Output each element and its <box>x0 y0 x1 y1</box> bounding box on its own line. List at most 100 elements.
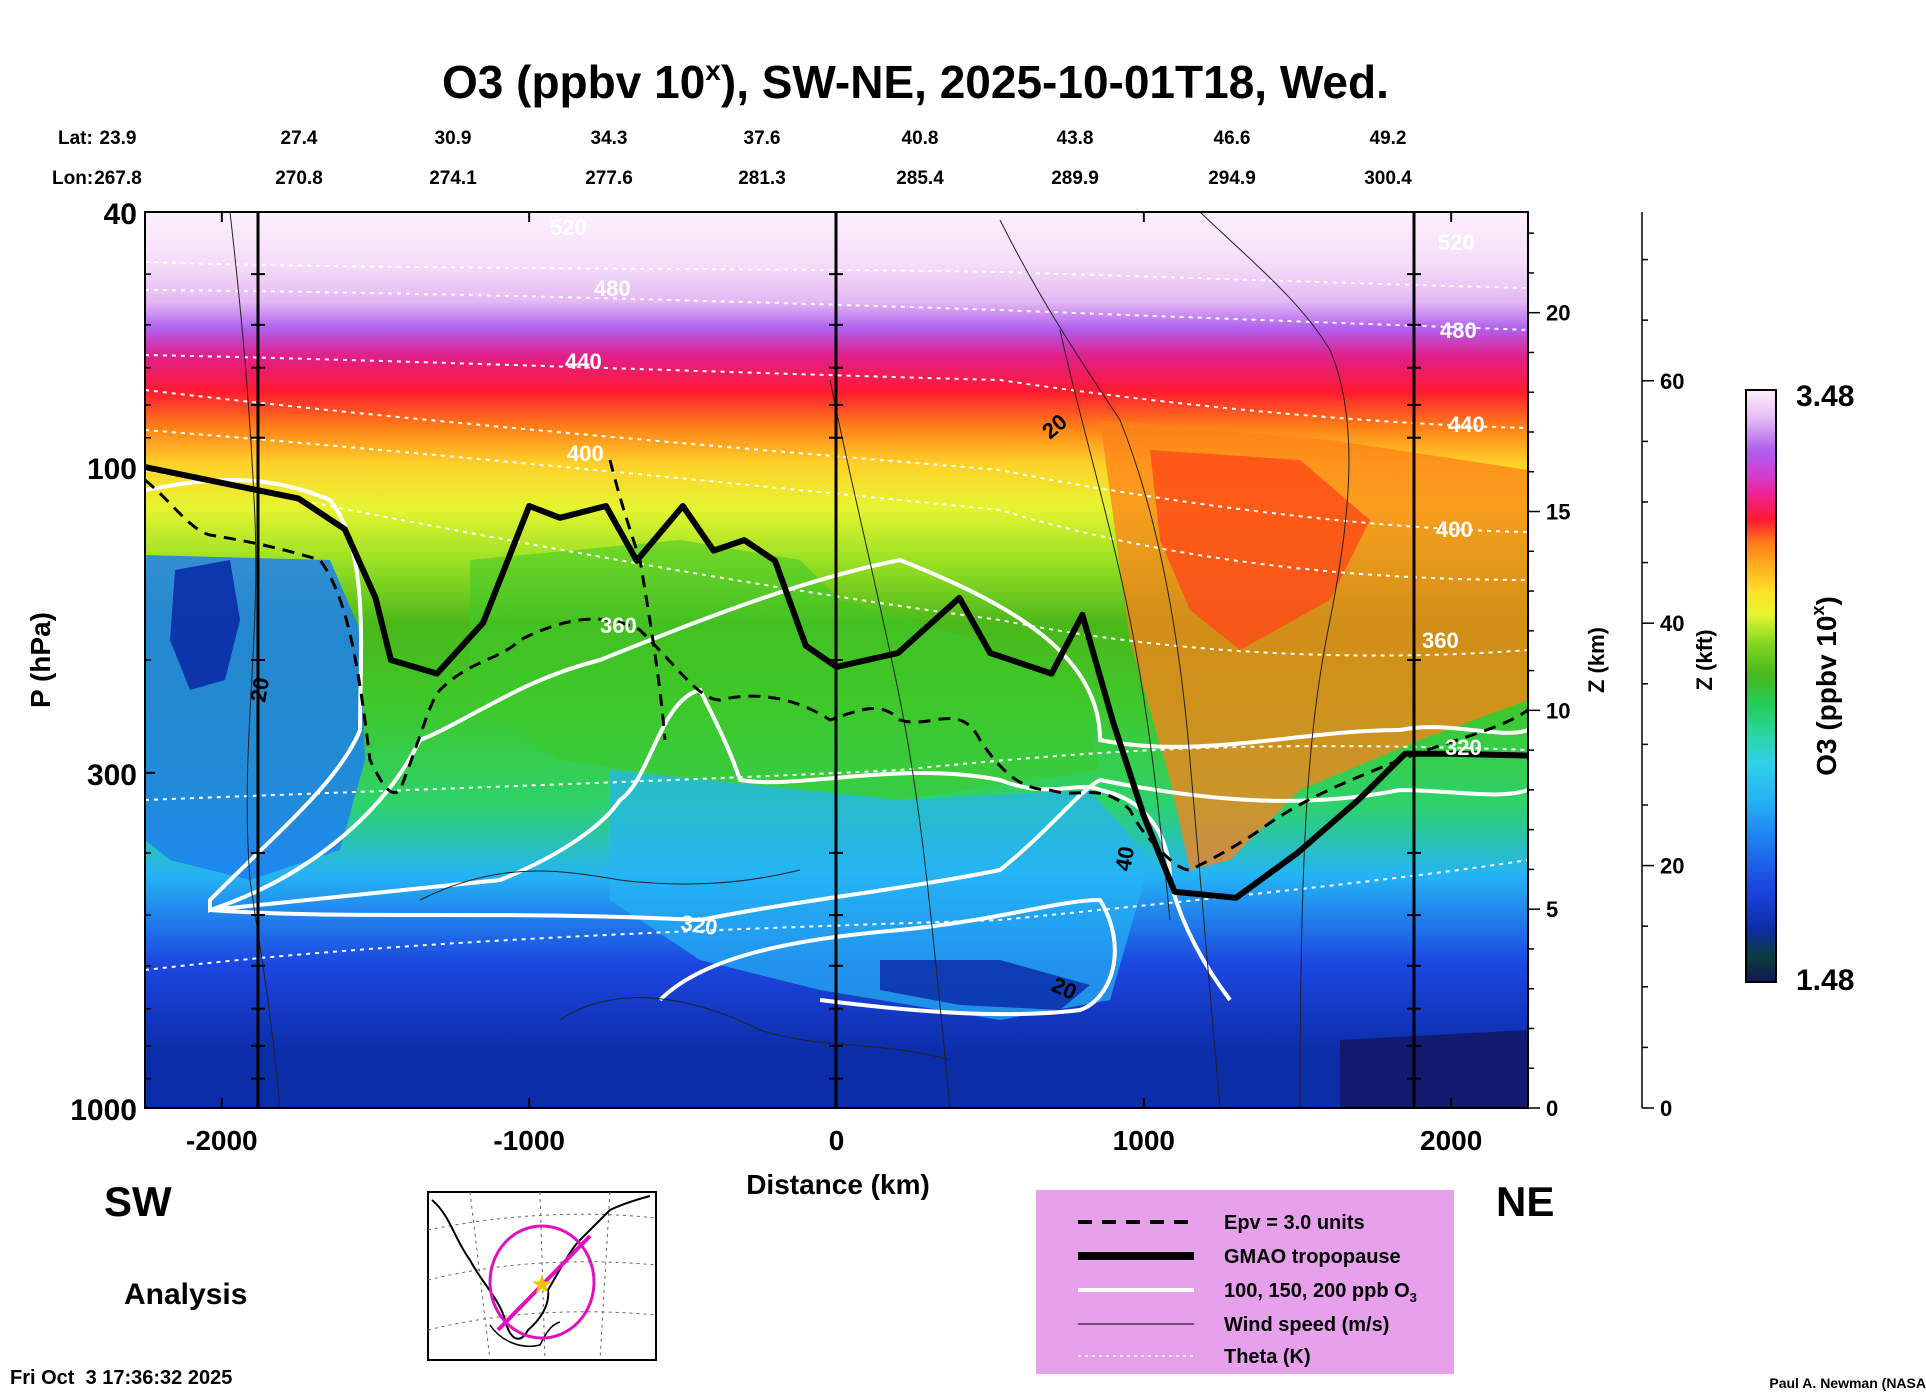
wind-contour-7 <box>559 997 951 1061</box>
inset-map-center-star-icon: ★ <box>530 1269 553 1299</box>
epv-contour <box>145 478 1528 872</box>
z-km-tick-label: 5 <box>1546 897 1558 922</box>
z-km-tick-label: 10 <box>1546 698 1570 723</box>
low-ozone-band <box>610 770 1150 1020</box>
colorbar-min-label: 1.48 <box>1796 964 1854 997</box>
x-axis-label: Distance (km) <box>746 1169 930 1200</box>
direction-ne: NE <box>1496 1178 1554 1225</box>
theta-contour-440 <box>145 354 1528 429</box>
chart-title: O3 (ppbv 10x), SW-NE, 2025-10-01T18, Wed… <box>442 55 1389 108</box>
z-kft-axis: 0 20 40 60 <box>1641 212 1684 1121</box>
epv-contour-fold <box>608 459 667 741</box>
theta-label-360: 360 <box>600 613 637 638</box>
y-tick-label: 40 <box>104 198 137 231</box>
mid-tropospheric-layer <box>470 540 1100 800</box>
lat-label: 34.3 <box>591 128 628 149</box>
legend-tropopause-label: GMAO tropopause <box>1224 1246 1401 1268</box>
y-axis: 40 100 300 1000 <box>70 198 1421 1127</box>
wind-label-1: 20 <box>245 675 274 703</box>
lon-label: 274.1 <box>429 168 477 189</box>
lat-label: 30.9 <box>435 128 472 149</box>
theta-contour-400 <box>145 389 1528 533</box>
x-tick-label: -1000 <box>493 1125 565 1156</box>
lat-label: 40.8 <box>902 128 939 149</box>
z-kft-tick-label: 60 <box>1660 369 1684 394</box>
colorbar-max-label: 3.48 <box>1796 380 1854 413</box>
legend-ozone-label: 100, 150, 200 ppb O3 <box>1224 1280 1417 1305</box>
inset-map-transect <box>496 1234 592 1332</box>
wind-contour-3 <box>999 219 1221 1108</box>
theta-label-right-360: 360 <box>1422 628 1459 653</box>
theta-label-440: 440 <box>565 349 602 374</box>
theta-label-right-400: 400 <box>1436 517 1473 542</box>
lon-label: 300.4 <box>1364 168 1412 189</box>
wind-contour-6 <box>419 869 801 901</box>
lon-row-label: Lon: <box>52 168 93 189</box>
lat-label: 43.8 <box>1057 128 1094 149</box>
wind-label-3: 40 <box>1110 844 1139 872</box>
inset-map-range-circle <box>488 1224 596 1340</box>
low-ozone-core-left <box>170 560 240 690</box>
z-km-tick-label: 20 <box>1546 301 1570 326</box>
ozone-intrusion-core <box>1150 450 1370 650</box>
z-kft-tick-label: 40 <box>1660 611 1684 636</box>
theta-labels: 520 480 440 400 360 320 520 480 440 400 … <box>550 215 1485 940</box>
y-axis-label: P (hPa) <box>25 612 56 708</box>
lat-label: 46.6 <box>1214 128 1251 149</box>
x-tick-label: 2000 <box>1420 1125 1482 1156</box>
z-km-tick-label: 0 <box>1546 1096 1558 1121</box>
inset-map-gulf <box>489 1321 561 1347</box>
legend: Epv = 3.0 units GMAO tropopause 100, 150… <box>1036 1190 1454 1374</box>
theta-label-320: 320 <box>679 910 719 940</box>
wind-contour-2 <box>829 379 951 1108</box>
analysis-label: Analysis <box>124 1278 247 1311</box>
wind-contour-5 <box>1059 329 1171 921</box>
colorbar: 3.48 1.48 O3 (ppbv 10x) <box>1745 380 1854 997</box>
z-kft-tick-label: 20 <box>1660 854 1684 879</box>
direction-sw: SW <box>104 1178 172 1225</box>
inset-map: ★ <box>427 1191 657 1361</box>
z-kft-tick-label: 0 <box>1660 1096 1672 1121</box>
x-tick-label: -2000 <box>186 1125 258 1156</box>
y-tick-label: 1000 <box>70 1094 137 1127</box>
lon-label: 294.9 <box>1208 168 1256 189</box>
legend-theta-label: Theta (K) <box>1224 1346 1311 1368</box>
theta-contour-520 <box>145 261 1528 289</box>
lon-label: 289.9 <box>1051 168 1099 189</box>
theta-label-right-520: 520 <box>1438 230 1475 255</box>
ozone-contour-200 <box>145 478 1528 913</box>
y-tick-label: 300 <box>87 759 137 792</box>
ozone-contour-200-lower <box>658 897 1117 1017</box>
theta-label-480: 480 <box>594 276 631 301</box>
colorbar-scale <box>1745 389 1777 983</box>
theta-contour-360 <box>145 469 1528 657</box>
ozone-contours <box>145 478 1528 1017</box>
lon-label: 285.4 <box>896 168 944 189</box>
theta-label-right-480: 480 <box>1440 318 1477 343</box>
low-ozone-surface-core <box>880 960 1090 1010</box>
ozone-contour-100 <box>209 777 1528 923</box>
theta-label-right-440: 440 <box>1448 412 1485 437</box>
lat-row-label: Lat: <box>58 128 93 149</box>
lon-label: 277.6 <box>585 168 633 189</box>
z-km-tick-label: 15 <box>1546 500 1570 525</box>
theta-label-520: 520 <box>550 215 587 240</box>
lat-label: 27.4 <box>281 128 318 149</box>
z-km-axis-label: Z (km) <box>1584 627 1609 693</box>
ozone-contour-150 <box>209 687 1232 1002</box>
theta-contour-480 <box>145 289 1528 331</box>
colorbar-title: O3 (ppbv 10x) <box>1808 596 1842 776</box>
lat-label: 23.9 <box>100 128 137 149</box>
lon-label: 270.8 <box>275 168 323 189</box>
gmao-tropopause-line <box>145 464 1528 901</box>
x-tick-label: 0 <box>829 1125 845 1156</box>
legend-wind-label: Wind speed (m/s) <box>1224 1314 1389 1336</box>
timestamp: Fri Oct 3 17:36:32 2025 <box>10 1367 232 1389</box>
credit: Paul A. Newman (NASA <box>1769 1375 1926 1391</box>
theta-label-400: 400 <box>567 441 604 466</box>
low-ozone-surface-right <box>1340 1030 1528 1108</box>
z-kft-axis-label: Z (kft) <box>1692 629 1717 690</box>
lat-label: 49.2 <box>1370 128 1407 149</box>
lat-label: 37.6 <box>744 128 781 149</box>
